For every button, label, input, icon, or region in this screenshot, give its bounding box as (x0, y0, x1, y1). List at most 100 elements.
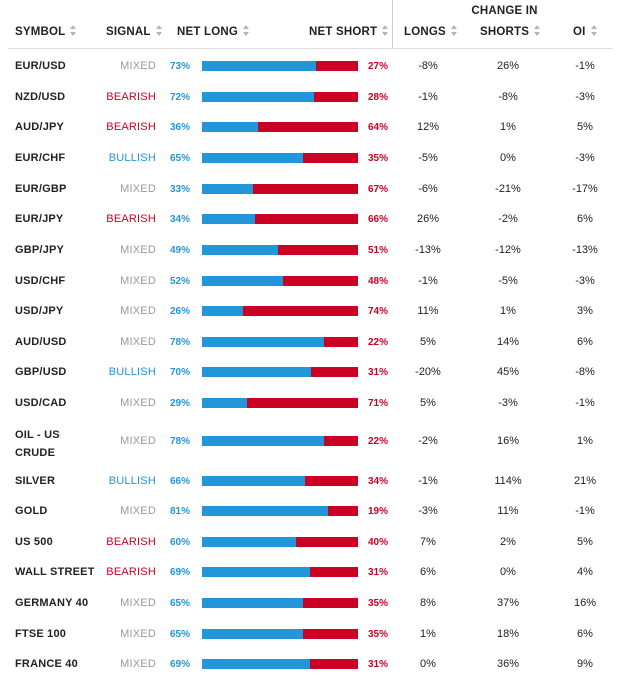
column-header-shorts[interactable]: SHORTS (480, 25, 541, 38)
net-long-fill (202, 306, 243, 316)
table-row[interactable]: EUR/JPY BEARISH 34% 66% 26% -2% 6% (0, 213, 633, 226)
column-header-net-long[interactable]: NET LONG (177, 25, 250, 38)
shorts-change: -21% (495, 183, 521, 195)
symbol-link[interactable]: GERMANY 40 (15, 597, 89, 609)
table-row[interactable]: FRANCE 40 MIXED 69% 31% 0% 36% 9% (0, 658, 633, 671)
sort-icon[interactable] (590, 25, 598, 37)
net-long-fill (202, 184, 254, 194)
net-long-percent: 81% (169, 506, 190, 517)
symbol-link[interactable]: EUR/GBP (15, 183, 67, 195)
table-row[interactable]: EUR/CHF BULLISH 65% 35% -5% 0% -3% (0, 152, 633, 165)
table-row[interactable]: EUR/USD MIXED 73% 27% -8% 26% -1% (0, 60, 633, 73)
longs-change: 7% (420, 536, 436, 548)
signal-label: MIXED (120, 628, 156, 640)
table-row[interactable]: WALL STREET BEARISH 69% 31% 6% 0% 4% (0, 566, 633, 579)
longs-change: 12% (416, 121, 440, 133)
sentiment-bar (202, 567, 358, 577)
table-row[interactable]: OIL - US CRUDE MIXED 78% 22% -2% 16% 1% (0, 426, 633, 460)
net-long-fill (202, 122, 259, 132)
symbol-link[interactable]: US 500 (15, 536, 53, 548)
table-row[interactable]: FTSE 100 MIXED 65% 35% 1% 18% 6% (0, 628, 633, 641)
table-row[interactable]: US 500 BEARISH 60% 40% 7% 2% 5% (0, 536, 633, 549)
oi-change: 1% (577, 435, 593, 447)
oi-change: -1% (575, 397, 595, 409)
symbol-link[interactable]: FTSE 100 (15, 628, 67, 640)
table-row[interactable]: AUD/JPY BEARISH 36% 64% 12% 1% 5% (0, 121, 633, 134)
table-row[interactable]: SILVER BULLISH 66% 34% -1% 114% 21% (0, 475, 633, 488)
net-long-percent: 29% (169, 398, 190, 409)
longs-change: -6% (418, 183, 438, 195)
column-header-oi[interactable]: OI (573, 25, 598, 38)
sort-icon[interactable] (155, 25, 163, 37)
symbol-link[interactable]: SILVER (15, 475, 56, 487)
table-row[interactable]: AUD/USD MIXED 78% 22% 5% 14% 6% (0, 336, 633, 349)
net-short-percent: 64% (368, 122, 389, 133)
net-long-percent: 52% (169, 276, 190, 287)
signal-label: BULLISH (108, 475, 156, 487)
oi-change: -3% (575, 91, 595, 103)
table-row[interactable]: EUR/GBP MIXED 33% 67% -6% -21% -17% (0, 183, 633, 196)
symbol-link[interactable]: EUR/USD (15, 60, 66, 72)
table-row[interactable]: NZD/USD BEARISH 72% 28% -1% -8% -3% (0, 91, 633, 104)
longs-change: 6% (420, 566, 436, 578)
header-rule (8, 48, 613, 49)
sort-icon[interactable] (450, 25, 458, 37)
column-header-signal[interactable]: SIGNAL (106, 25, 163, 38)
symbol-link[interactable]: USD/JPY (15, 305, 64, 317)
longs-change: -5% (418, 152, 438, 164)
column-header-longs[interactable]: LONGS (404, 25, 458, 38)
sort-icon[interactable] (534, 25, 541, 37)
oi-change: 4% (577, 566, 593, 578)
sort-icon[interactable] (70, 25, 77, 37)
net-short-header-label: NET SHORT (309, 26, 378, 38)
net-long-percent: 34% (169, 214, 190, 225)
table-row[interactable]: GERMANY 40 MIXED 65% 35% 8% 37% 16% (0, 597, 633, 610)
sort-icon[interactable] (243, 25, 250, 37)
symbol-link[interactable]: USD/CHF (15, 275, 66, 287)
symbol-link[interactable]: GBP/USD (15, 366, 67, 378)
symbol-link[interactable]: NZD/USD (15, 91, 66, 103)
symbol-link[interactable]: FRANCE 40 (15, 658, 78, 670)
symbol-link[interactable]: AUD/USD (15, 336, 67, 348)
shorts-change: 26% (496, 60, 520, 72)
oi-change: -3% (575, 152, 595, 164)
column-header-symbol[interactable]: SYMBOL (15, 25, 77, 38)
symbol-link[interactable]: GOLD (15, 505, 48, 517)
table-row[interactable]: USD/CHF MIXED 52% 48% -1% -5% -3% (0, 275, 633, 288)
net-long-percent: 36% (169, 122, 190, 133)
sort-icon[interactable] (382, 25, 389, 37)
symbol-link[interactable]: GBP/JPY (15, 244, 65, 256)
column-header-net-short[interactable]: NET SHORT (309, 25, 389, 38)
symbol-link[interactable]: EUR/CHF (15, 152, 66, 164)
table-row[interactable]: GBP/JPY MIXED 49% 51% -13% -12% -13% (0, 244, 633, 257)
symbol-link[interactable]: EUR/JPY (15, 213, 64, 225)
longs-change: -20% (415, 366, 441, 378)
net-short-percent: 34% (368, 476, 389, 487)
net-long-fill (202, 598, 304, 608)
net-long-fill (202, 436, 324, 446)
sentiment-bar (202, 153, 358, 163)
table-row[interactable]: GOLD MIXED 81% 19% -3% 11% -1% (0, 505, 633, 518)
net-short-percent: 71% (368, 398, 389, 409)
shorts-change: -2% (498, 213, 518, 225)
signal-label: MIXED (120, 397, 156, 409)
oi-change: -8% (575, 366, 595, 378)
longs-change: 1% (420, 628, 436, 640)
shorts-change: -8% (498, 91, 518, 103)
net-short-percent: 31% (368, 367, 389, 378)
symbol-link[interactable]: WALL STREET (15, 566, 95, 578)
signal-label: MIXED (120, 183, 156, 195)
net-long-percent: 49% (169, 245, 190, 256)
net-short-percent: 27% (368, 61, 389, 72)
symbol-link[interactable]: OIL - US CRUDE (15, 429, 60, 459)
longs-change: 0% (420, 658, 436, 670)
symbol-link[interactable]: USD/CAD (15, 397, 67, 409)
net-long-fill (202, 567, 310, 577)
table-row[interactable]: USD/JPY MIXED 26% 74% 11% 1% 3% (0, 305, 633, 318)
table-row[interactable]: GBP/USD BULLISH 70% 31% -20% 45% -8% (0, 366, 633, 379)
longs-change: -1% (418, 275, 438, 287)
symbol-link[interactable]: AUD/JPY (15, 121, 65, 133)
table-row[interactable]: USD/CAD MIXED 29% 71% 5% -3% -1% (0, 397, 633, 410)
net-short-percent: 22% (368, 337, 389, 348)
net-long-percent: 73% (169, 61, 190, 72)
